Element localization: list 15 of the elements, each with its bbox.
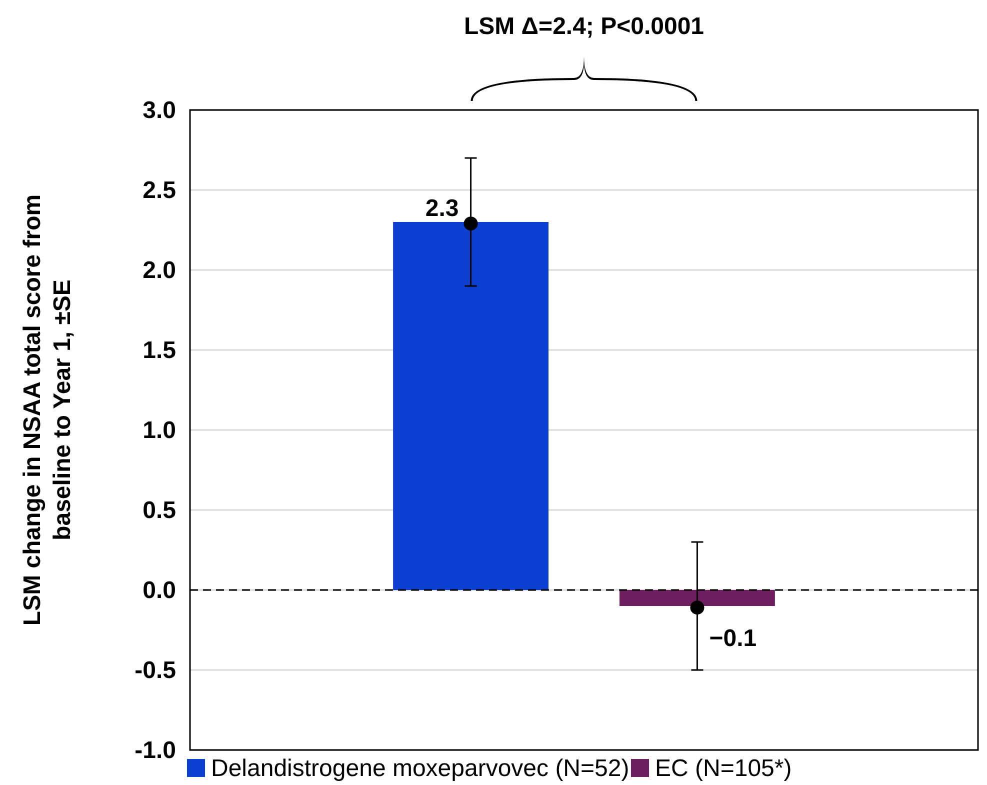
data-label: −0.1	[709, 625, 757, 652]
y-tick-label: 1.5	[142, 337, 176, 364]
chart-title: LSM Δ=2.4; P<0.0001	[464, 13, 704, 40]
legend-label: Delandistrogene moxeparvovec (N=52)	[211, 755, 630, 782]
y-tick-label: 0.0	[142, 577, 176, 604]
y-tick-label: 0.5	[142, 497, 176, 524]
y-tick-label: 2.5	[142, 177, 176, 204]
data-label: 2.3	[425, 195, 459, 222]
y-tick-label: 2.0	[142, 257, 176, 284]
y-tick-label: 1.0	[142, 417, 176, 444]
y-tick-label: -1.0	[134, 737, 176, 764]
legend-label: EC (N=105*)	[655, 755, 792, 782]
y-tick-label: -0.5	[134, 657, 176, 684]
y-tick-label: 3.0	[142, 97, 176, 124]
y-axis-title: LSM change in NSAA total score from baseline to Year 1, ±SE	[19, 194, 76, 626]
